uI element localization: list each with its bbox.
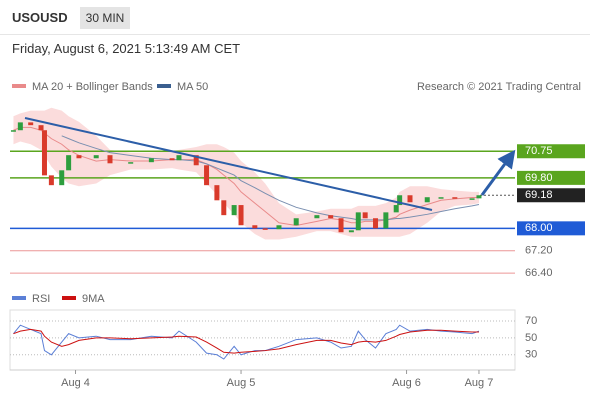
candle	[407, 195, 413, 203]
x-tick-label: Aug 7	[465, 377, 494, 389]
candle	[48, 175, 54, 186]
y-tick-label: 30	[525, 349, 537, 361]
legend-label: MA 20 + Bollinger Bands	[32, 81, 153, 93]
x-tick-label: Aug 6	[392, 377, 421, 389]
candle	[424, 197, 430, 203]
legend-swatch	[157, 84, 171, 88]
level-label: 69.18	[525, 189, 553, 201]
rsi-panel	[9, 309, 516, 371]
candle	[107, 155, 113, 164]
candle	[66, 155, 72, 171]
candle	[17, 122, 23, 131]
symbol: USOUSD	[12, 10, 68, 25]
candle	[469, 198, 475, 200]
x-tick-label: Aug 5	[227, 377, 256, 389]
candle	[93, 155, 99, 159]
candle	[276, 225, 282, 230]
candle	[128, 162, 134, 164]
candle	[169, 158, 175, 161]
candle	[293, 218, 299, 226]
candle	[231, 205, 237, 216]
candle	[148, 158, 154, 163]
forecast-arrow	[480, 149, 516, 196]
date: Friday, August 6, 2021 5:13:49 AM CET	[12, 41, 241, 56]
candle	[59, 170, 65, 186]
candle	[393, 205, 399, 213]
candle	[262, 228, 268, 230]
legend-swatch	[62, 296, 76, 300]
candle	[438, 197, 444, 199]
candle	[214, 185, 220, 201]
credit: Research © 2021 Trading Central	[417, 81, 581, 93]
candle	[362, 212, 368, 219]
legend-swatch	[12, 84, 26, 88]
divider	[0, 34, 590, 35]
level-label: 66.40	[525, 267, 553, 279]
candle	[476, 195, 482, 199]
candle	[38, 125, 44, 131]
ma-line	[61, 135, 480, 221]
indicator-line	[13, 324, 480, 360]
candle	[28, 122, 34, 126]
candle	[452, 197, 458, 199]
candle	[348, 230, 354, 233]
level-label: 70.75	[525, 145, 553, 157]
indicator-line	[13, 328, 479, 354]
timeframe-button[interactable]: 30 MIN	[80, 7, 130, 29]
y-tick-label: 50	[525, 332, 537, 344]
candle	[238, 205, 244, 226]
candle	[76, 155, 82, 159]
trend-line	[24, 117, 433, 211]
legend-swatch	[12, 296, 26, 300]
candle	[10, 130, 16, 132]
level-label: 67.20	[525, 245, 553, 257]
legend-label: MA 50	[177, 81, 208, 93]
level-box	[517, 221, 585, 236]
candle	[252, 225, 258, 229]
candle	[193, 155, 199, 166]
x-tick-label: Aug 4	[61, 377, 90, 389]
candle	[397, 195, 403, 206]
candle	[338, 218, 344, 233]
candle	[176, 155, 182, 161]
candle	[221, 200, 227, 216]
ma-line	[13, 126, 479, 227]
candle	[355, 212, 361, 231]
candle	[314, 215, 320, 219]
bollinger-band	[13, 107, 479, 240]
level-label: 69.80	[525, 172, 553, 184]
candle	[204, 165, 210, 186]
legend-label: 9MA	[82, 293, 105, 305]
legend-label: RSI	[32, 293, 50, 305]
level-box	[517, 170, 585, 185]
level-box	[517, 144, 585, 159]
candle	[328, 215, 334, 219]
candle	[41, 130, 47, 176]
level-label: 68.00	[525, 222, 553, 234]
level-box	[517, 188, 585, 203]
candle	[373, 218, 379, 229]
candle	[383, 212, 389, 229]
y-tick-label: 70	[525, 315, 537, 327]
